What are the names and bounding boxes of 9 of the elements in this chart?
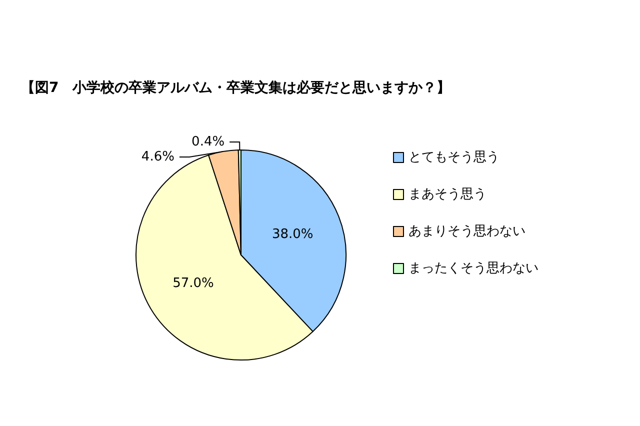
data-label: 4.6% <box>141 150 174 165</box>
legend-label: とてもそう思う <box>408 150 500 165</box>
legend-label: まったくそう思わない <box>408 261 538 276</box>
legend-label: まあそう思う <box>408 187 486 202</box>
data-label: 0.4% <box>192 134 225 150</box>
chart-title: 【図7 小学校の卒業アルバム・卒業文集は必要だと思いますか？】 <box>21 79 451 96</box>
data-label: 57.0% <box>172 276 214 291</box>
legend-label: あまりそう思わない <box>408 224 526 239</box>
data-label: 38.0% <box>272 227 314 242</box>
